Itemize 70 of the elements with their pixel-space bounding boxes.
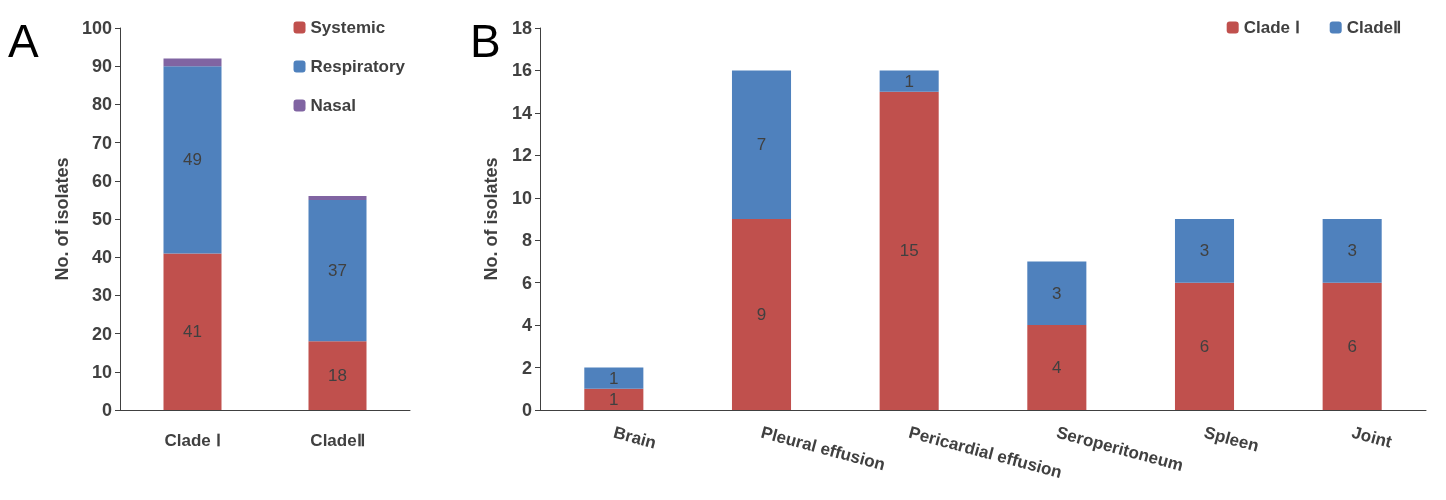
text: A	[8, 15, 39, 67]
bar	[1027, 325, 1087, 410]
y-tick-label: 8	[521, 230, 532, 251]
data-label: 4	[1052, 358, 1062, 378]
y-tick-label: 20	[91, 323, 112, 344]
data-label: 3	[1052, 283, 1062, 303]
y-tick-label: 100	[81, 18, 112, 38]
bar	[308, 196, 367, 200]
bar	[308, 199, 367, 342]
data-label: 6	[1199, 336, 1210, 356]
y-tick-label: 0	[101, 400, 112, 420]
bar	[879, 70, 939, 92]
x-tick-label: Clade Ⅰ	[164, 431, 221, 450]
bar	[731, 219, 792, 410]
data-label: 9	[756, 305, 767, 324]
y-tick-label: 14	[511, 102, 532, 123]
bar	[1027, 261, 1087, 326]
bar	[584, 367, 644, 389]
legend-label: Systemic	[310, 18, 386, 37]
x-tick-label: Brain	[611, 422, 659, 453]
y-tick-label: 12	[511, 145, 532, 166]
data-label: 7	[756, 135, 767, 155]
data-label: 3	[1199, 241, 1210, 261]
bar	[1174, 219, 1235, 283]
y-tick-label: 6	[521, 272, 532, 293]
y-tick-label: 16	[511, 60, 532, 81]
data-label: 18	[328, 366, 347, 386]
bar	[584, 388, 644, 410]
bar	[163, 58, 222, 67]
y-tick-label: 10	[511, 187, 532, 208]
data-label: 6	[1347, 336, 1357, 356]
y-tick-label: 30	[91, 285, 112, 306]
x-tick-label: Spleen	[1202, 422, 1261, 456]
y-axis-title: No. of isolates	[481, 157, 501, 281]
bar	[1322, 282, 1382, 410]
data-label: 1	[609, 389, 619, 409]
data-label: 1	[904, 71, 914, 91]
x-tick-label: Joint	[1349, 422, 1395, 452]
data-label: 15	[899, 241, 919, 261]
y-tick-label: 4	[521, 315, 532, 336]
bar	[731, 70, 792, 219]
y-tick-label: 10	[91, 361, 112, 382]
bar	[879, 91, 939, 410]
y-tick-label: 80	[91, 94, 112, 115]
data-label: 49	[183, 150, 202, 170]
bar	[163, 253, 222, 410]
x-tick-label: CladeⅡ	[310, 431, 365, 450]
y-tick-label: 2	[521, 357, 532, 378]
text: B	[470, 15, 501, 67]
bar	[1322, 219, 1382, 283]
y-tick-label: 60	[91, 170, 112, 191]
y-axis-title: No. of isolates	[52, 157, 73, 281]
y-tick-label: 40	[91, 247, 112, 268]
legend-label: Nasal	[310, 96, 356, 115]
y-tick-label: 18	[511, 18, 532, 38]
data-label: 3	[1347, 241, 1357, 261]
legend-label: CladeⅡ	[1346, 18, 1401, 37]
legend-label: Respiratory	[310, 57, 406, 76]
bar	[163, 66, 222, 254]
data-label: 37	[328, 261, 347, 281]
y-tick-label: 0	[521, 400, 532, 420]
data-label: 41	[183, 322, 202, 342]
legend-label: Clade Ⅰ	[1243, 18, 1300, 37]
y-tick-label: 50	[91, 209, 112, 229]
bar	[308, 341, 367, 410]
bar	[1174, 282, 1235, 410]
y-tick-label: 70	[91, 132, 112, 153]
data-label: 1	[609, 368, 619, 388]
x-tick-label: Pleural effusion	[759, 422, 888, 475]
y-tick-label: 90	[91, 56, 112, 77]
